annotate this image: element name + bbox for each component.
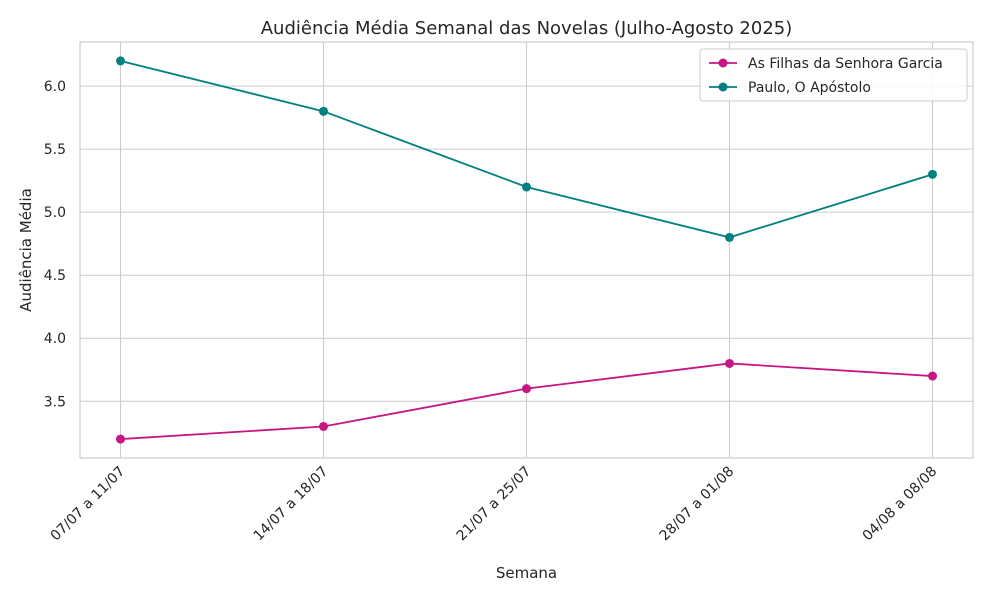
data-point [725, 232, 734, 242]
data-point [725, 358, 734, 368]
data-point [522, 384, 531, 394]
y-axis-label: Audiência Média [17, 188, 35, 312]
grid [80, 42, 973, 458]
x-axis-ticks: 07/07 a 11/07 14/07 a 18/07 21/07 a 25/07 2… [48, 464, 941, 545]
data-point [522, 182, 531, 192]
data-point [116, 56, 125, 66]
x-tick-label: 28/07 a 01/08 [657, 464, 738, 545]
data-point [928, 169, 937, 179]
x-tick-label: 14/07 a 18/07 [251, 464, 332, 545]
plot-frame [79, 41, 974, 459]
legend-marker [718, 82, 728, 92]
y-tick-label: 6.0 [44, 79, 66, 95]
legend-marker [718, 58, 728, 68]
y-tick-label: 4.0 [44, 331, 66, 347]
x-tick-label: 07/07 a 11/07 [48, 464, 129, 545]
chart-title: Audiência Média Semanal das Novelas (Jul… [261, 18, 793, 39]
y-tick-label: 5.0 [44, 205, 66, 221]
series-2 [116, 56, 937, 242]
x-axis-label: Semana [496, 564, 557, 582]
data-point [928, 371, 937, 381]
legend-item: Paulo, O Apóstolo [709, 80, 871, 96]
data-point [319, 106, 328, 116]
legend: As Filhas da Senhora Garcia Paulo, O Após… [699, 48, 968, 102]
legend-label: As Filhas da Senhora Garcia [748, 56, 943, 72]
y-tick-label: 4.5 [44, 268, 66, 284]
x-tick-label: 21/07 a 25/07 [454, 464, 535, 545]
legend-items: As Filhas da Senhora Garcia Paulo, O Após… [709, 56, 943, 96]
legend-item: As Filhas da Senhora Garcia [709, 56, 943, 72]
series-layer [116, 56, 937, 444]
data-point [319, 421, 328, 431]
legend-box [699, 48, 968, 102]
y-tick-label: 3.5 [44, 394, 66, 410]
series-1 [116, 358, 937, 444]
data-point [116, 434, 125, 444]
legend-label: Paulo, O Apóstolo [748, 80, 871, 96]
y-tick-label: 5.5 [44, 142, 66, 158]
y-axis-ticks: 3.5 4.0 4.5 5.0 5.5 6.0 [44, 79, 66, 410]
x-tick-label: 04/08 a 08/08 [860, 464, 941, 545]
